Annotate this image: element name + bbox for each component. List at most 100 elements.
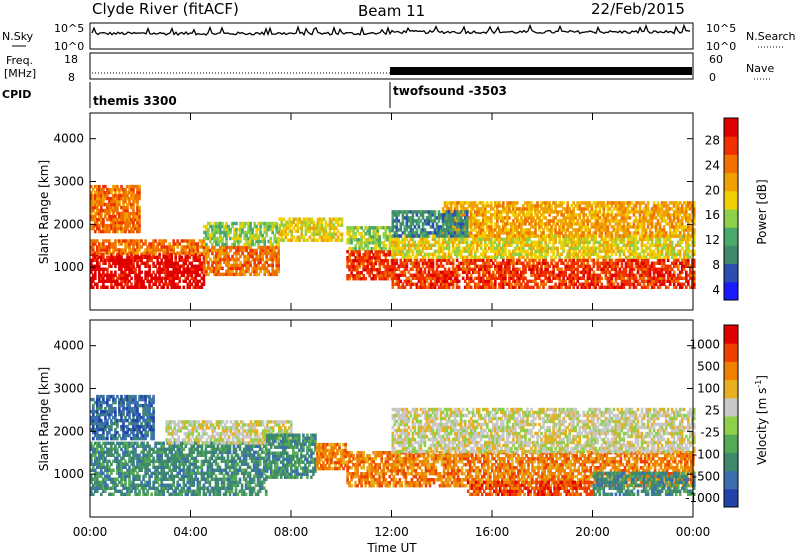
- heatmap-cell: [540, 267, 543, 271]
- heatmap-cell: [441, 243, 445, 247]
- heatmap-cell: [98, 255, 101, 259]
- heatmap-cell: [207, 233, 210, 238]
- heatmap-cell: [596, 282, 600, 286]
- heatmap-cell: [243, 224, 246, 229]
- heatmap-cell: [498, 243, 501, 247]
- heatmap-cell: [399, 279, 403, 283]
- heatmap-cell: [421, 258, 425, 262]
- heatmap-cell: [275, 239, 278, 244]
- heatmap-cell: [562, 246, 565, 250]
- heatmap-cell: [626, 276, 630, 280]
- heatmap-cell: [572, 279, 575, 283]
- heatmap-cell: [219, 236, 222, 241]
- heatmap-cell: [132, 202, 135, 207]
- heatmap-cell: [374, 241, 377, 245]
- heatmap-cell: [524, 282, 527, 286]
- heatmap-cell: [114, 208, 117, 213]
- heatmap-cell: [136, 193, 139, 198]
- heatmap-cell: [90, 276, 93, 280]
- heatmap-cell: [437, 258, 441, 262]
- heatmap-cell: [128, 196, 131, 201]
- heatmap-cell: [490, 285, 493, 289]
- heatmap-cell: [249, 233, 252, 238]
- heatmap-cell: [612, 285, 616, 289]
- heatmap-cell: [602, 201, 606, 205]
- heatmap-cell: [586, 264, 590, 268]
- heatmap-cell: [225, 236, 228, 241]
- heatmap-cell: [554, 261, 557, 265]
- heatmap-cell: [92, 239, 95, 243]
- heatmap-cell: [445, 204, 449, 208]
- heatmap-cell: [156, 255, 159, 259]
- heatmap-cell: [92, 245, 95, 249]
- heatmap-cell: [350, 268, 353, 272]
- heatmap-cell: [687, 258, 690, 262]
- heatmap-cell: [630, 201, 634, 205]
- heatmap-cell: [348, 229, 351, 233]
- heatmap-cell: [196, 251, 200, 255]
- heatmap-cell: [128, 229, 131, 234]
- heatmap-cell: [552, 267, 555, 271]
- heatmap-cell: [120, 279, 123, 283]
- heatmap-cell: [192, 255, 196, 259]
- heatmap-cell: [630, 261, 634, 265]
- heatmap-cell: [502, 279, 505, 283]
- heatmap-cell: [94, 211, 97, 216]
- heatmap-cell: [304, 226, 308, 230]
- heatmap-cell: [447, 267, 451, 271]
- heatmap-cell: [130, 239, 133, 243]
- heatmap-cell: [322, 232, 326, 236]
- heatmap-cell: [269, 239, 272, 244]
- heatmap-cell: [504, 270, 507, 274]
- heatmap-cell: [334, 220, 338, 224]
- heatmap-cell: [314, 229, 318, 233]
- heatmap-cell: [132, 248, 135, 252]
- heatmap-cell: [280, 235, 283, 239]
- heatmap-cell: [572, 273, 575, 277]
- heatmap-cell: [578, 255, 581, 259]
- heatmap-cell: [130, 264, 133, 268]
- heatmap-cell: [100, 211, 103, 216]
- heatmap-cell: [126, 211, 129, 216]
- heatmap-cell: [504, 276, 507, 280]
- heatmap-cell: [644, 249, 648, 253]
- heatmap-cell: [632, 276, 636, 280]
- heatmap-cell: [134, 276, 137, 280]
- heatmap-cell: [374, 268, 377, 272]
- heatmap-cell: [158, 261, 161, 265]
- heatmap-cell: [382, 262, 386, 266]
- heatmap-cell: [536, 267, 539, 271]
- heatmap-cell: [120, 267, 123, 271]
- heatmap-cell: [348, 277, 351, 281]
- heatmap-cell: [166, 258, 169, 262]
- heatmap-cell: [213, 254, 216, 259]
- heatmap-cell: [164, 267, 167, 271]
- heatmap-cell: [636, 258, 640, 262]
- heatmap-cell: [564, 231, 567, 235]
- heatmap-cell: [610, 282, 614, 286]
- heatmap-cell: [465, 255, 469, 259]
- heatmap-cell: [158, 270, 161, 274]
- heatmap-cell: [110, 202, 113, 207]
- heatmap-cell: [106, 196, 109, 201]
- heatmap-cell: [284, 226, 288, 230]
- heatmap-cell: [126, 273, 129, 277]
- heatmap-cell: [174, 264, 177, 268]
- heatmap-cell: [479, 240, 483, 244]
- heatmap-cell: [512, 270, 515, 274]
- heatmap-cell: [486, 264, 489, 268]
- heatmap-cell: [425, 264, 429, 268]
- heatmap-cell: [106, 251, 109, 255]
- heatmap-cell: [108, 202, 111, 207]
- heatmap-cell: [582, 270, 585, 274]
- heatmap-cell: [674, 264, 678, 268]
- heatmap-cell: [372, 253, 375, 257]
- heatmap-cell: [336, 238, 340, 242]
- heatmap-cell: [225, 251, 228, 256]
- heatmap-cell: [200, 285, 204, 289]
- heatmap-cell: [205, 245, 208, 250]
- heatmap-cell: [132, 264, 135, 268]
- heatmap-cell: [282, 226, 286, 230]
- heatmap-cell: [229, 245, 232, 250]
- heatmap-cell: [110, 276, 113, 280]
